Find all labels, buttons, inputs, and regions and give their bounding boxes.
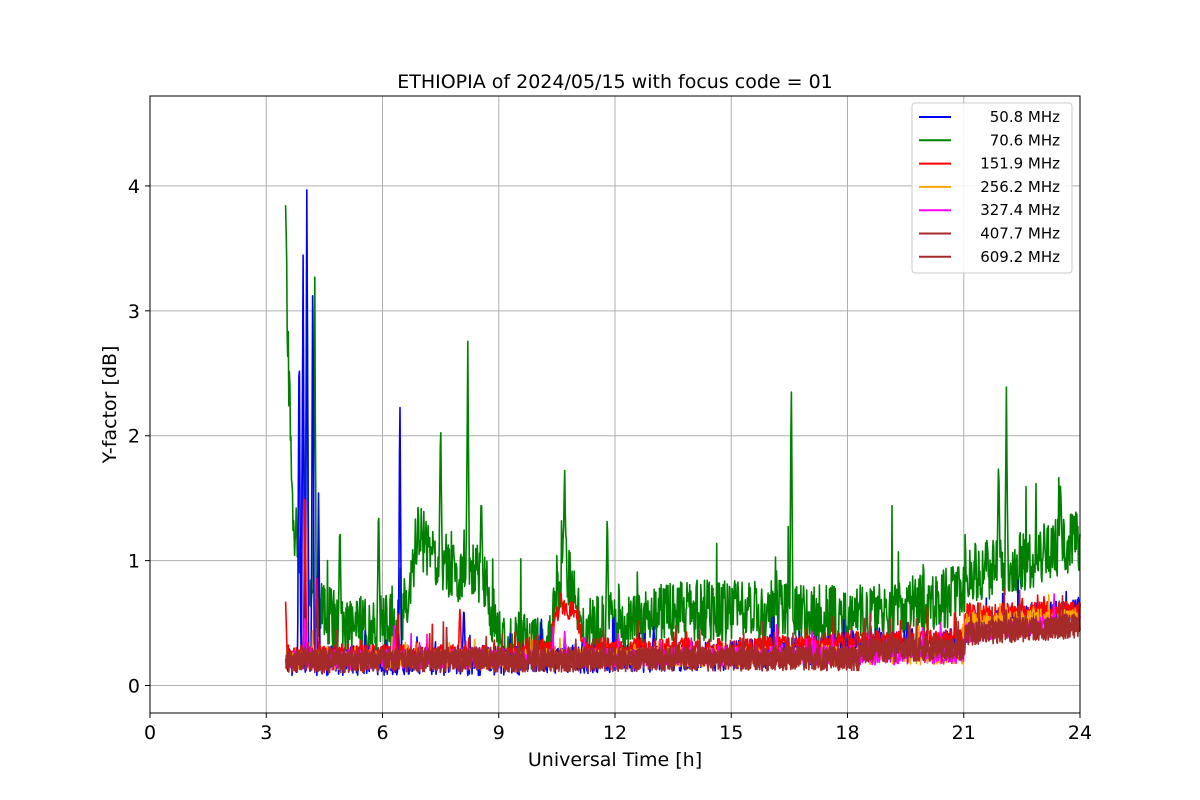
x-tick-label-3: 9	[493, 722, 505, 744]
x-tick-label-2: 6	[376, 722, 388, 744]
legend-label-1: 70.6 MHz	[990, 131, 1060, 149]
legend: 50.8 MHz 70.6 MHz 151.9 MHz 256.2 MHz 327.4 …	[911, 102, 1073, 274]
legend-label-4: 327.4 MHz	[980, 201, 1060, 219]
series-line-6	[284, 587, 1081, 674]
x-tick-label-7: 21	[952, 722, 976, 744]
x-axis-label: Universal Time [h]	[528, 749, 702, 771]
y-axis-ticks: 0 1 2 3 4	[128, 176, 150, 698]
legend-label-2: 151.9 MHz	[980, 155, 1060, 173]
y-tick-label-3: 3	[128, 301, 140, 323]
x-tick-label-0: 0	[144, 722, 156, 744]
x-tick-label-6: 18	[835, 722, 859, 744]
series-line-1	[284, 205, 1081, 671]
y-tick-label-0: 0	[128, 676, 140, 698]
legend-label-5: 407.7 MHz	[980, 225, 1060, 243]
series-lines	[284, 189, 1081, 677]
x-tick-label-5: 15	[719, 722, 743, 744]
y-axis-label: Y-factor [dB]	[99, 346, 121, 465]
x-tick-label-1: 3	[260, 722, 272, 744]
legend-label-0: 50.8 MHz	[990, 108, 1060, 126]
legend-label-6: 609.2 MHz	[980, 248, 1060, 266]
y-tick-label-2: 2	[128, 426, 140, 448]
y-tick-label-1: 1	[128, 551, 140, 573]
legend-label-3: 256.2 MHz	[980, 178, 1060, 196]
legend-box	[911, 102, 1073, 274]
x-tick-label-4: 12	[603, 722, 627, 744]
x-tick-label-8: 24	[1068, 722, 1092, 744]
y-tick-label-4: 4	[128, 176, 140, 198]
chart-title: ETHIOPIA of 2024/05/15 with focus code =…	[397, 71, 833, 93]
x-axis-ticks: 0 3 6 9 12 15 18 21 24	[144, 713, 1092, 744]
